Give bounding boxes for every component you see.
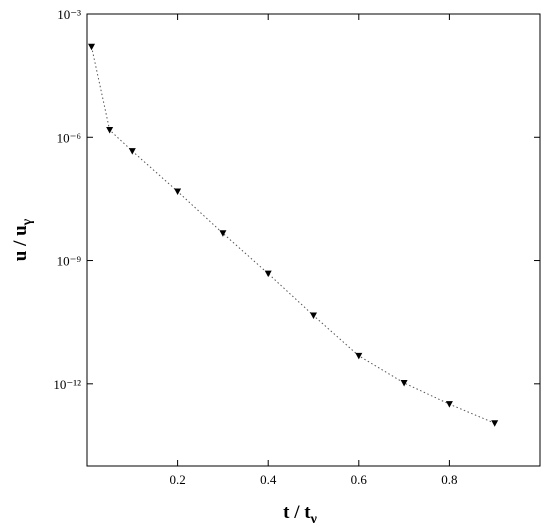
y-tick-label: 10⁻⁶: [57, 130, 81, 145]
plot-frame: [86, 13, 541, 467]
y-axis-label-text: u / u: [10, 225, 31, 261]
marker: [491, 420, 499, 427]
marker: [106, 127, 114, 134]
marker: [219, 230, 227, 237]
x-axis-label: t / tν: [283, 502, 317, 527]
x-axis-label-sub: ν: [310, 512, 318, 527]
marker: [445, 401, 453, 408]
x-tick-label: 0.4: [260, 472, 277, 487]
y-tick-label: 10⁻⁹: [57, 254, 82, 269]
y-tick-label: 10⁻³: [57, 7, 81, 22]
y-axis-label: u / uγ: [10, 218, 35, 261]
y-tick-label: 10⁻¹²: [53, 377, 81, 392]
marker: [400, 379, 408, 387]
marker: [174, 188, 182, 195]
x-tick-label: 0.8: [441, 472, 457, 487]
series-line: [91, 46, 495, 424]
marker: [355, 352, 363, 360]
x-tick-label: 0.6: [351, 472, 368, 487]
marker: [88, 43, 96, 51]
x-tick-label: 0.2: [169, 472, 185, 487]
marker: [264, 270, 272, 278]
y-axis-label-sub: γ: [20, 218, 35, 226]
x-axis-label-text: t / t: [283, 502, 311, 523]
marker: [310, 312, 317, 319]
marker: [128, 148, 136, 155]
